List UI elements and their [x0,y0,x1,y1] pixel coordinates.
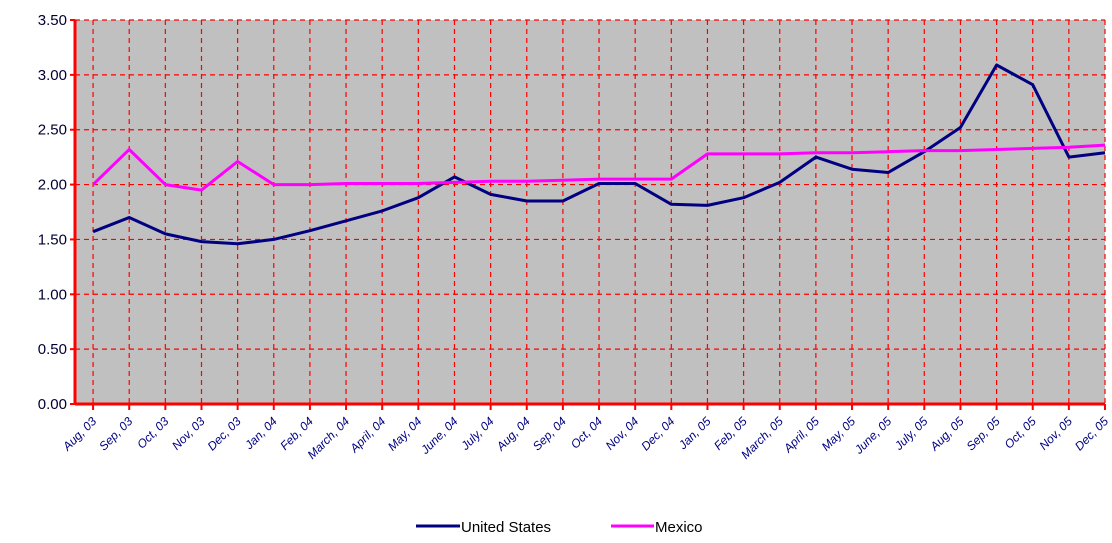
y-tick-label: 3.50 [38,12,67,29]
x-tick-label: Sep, 05 [964,414,1003,453]
x-tick-label: June, 05 [851,414,894,457]
x-tick-label: Dec, 05 [1072,414,1111,453]
y-tick-label: 1.50 [38,231,67,248]
x-tick-label: April, 05 [780,414,822,456]
gridlines [75,19,1106,404]
x-tick-label: Dec, 04 [638,414,677,453]
x-tick-label: Dec, 03 [205,414,244,453]
x-tick-label: Nov, 05 [1036,414,1075,453]
x-tick-label: July, 04 [458,414,497,453]
x-tick-label: Jan, 05 [675,414,714,453]
x-tick-label: Nov, 03 [169,414,208,453]
x-tick-label: Sep, 04 [530,414,569,453]
plot-area [75,20,1105,404]
series-line-united-states [92,63,1106,246]
y-tick-label: 0.00 [38,396,67,413]
x-tick-label: Oct, 04 [568,414,605,451]
x-tick-label: Aug, 04 [493,414,533,454]
series-lines [92,63,1106,246]
legend-label-mexico: Mexico [655,519,703,536]
y-tick-label: 2.00 [38,177,67,194]
x-tick-label: April, 04 [347,414,389,456]
x-tick-label: July, 05 [891,414,930,453]
axes [73,20,1105,406]
series-line-mexico [92,143,1106,192]
y-tick-label: 3.00 [38,67,67,84]
x-tick-label: Nov, 04 [603,414,642,453]
y-axis-ticks: 0.00 0.50 1.00 1.50 2.00 2.50 3.00 3.50 [38,12,75,413]
y-tick-label: 1.00 [38,286,67,303]
y-tick-label: 0.50 [38,341,67,358]
y-tick-label: 2.50 [38,122,67,139]
x-tick-label: Oct, 05 [1002,414,1039,451]
x-tick-label: Jan, 04 [241,414,280,453]
x-tick-label: Oct, 03 [134,414,171,451]
x-tick-label: June, 04 [417,414,460,457]
x-tick-label: Aug, 05 [927,414,967,454]
legend: United States Mexico [416,519,703,536]
x-tick-label: Sep, 03 [96,414,135,453]
legend-label-united-states: United States [461,519,551,536]
x-tick-label: Aug, 03 [59,414,99,454]
